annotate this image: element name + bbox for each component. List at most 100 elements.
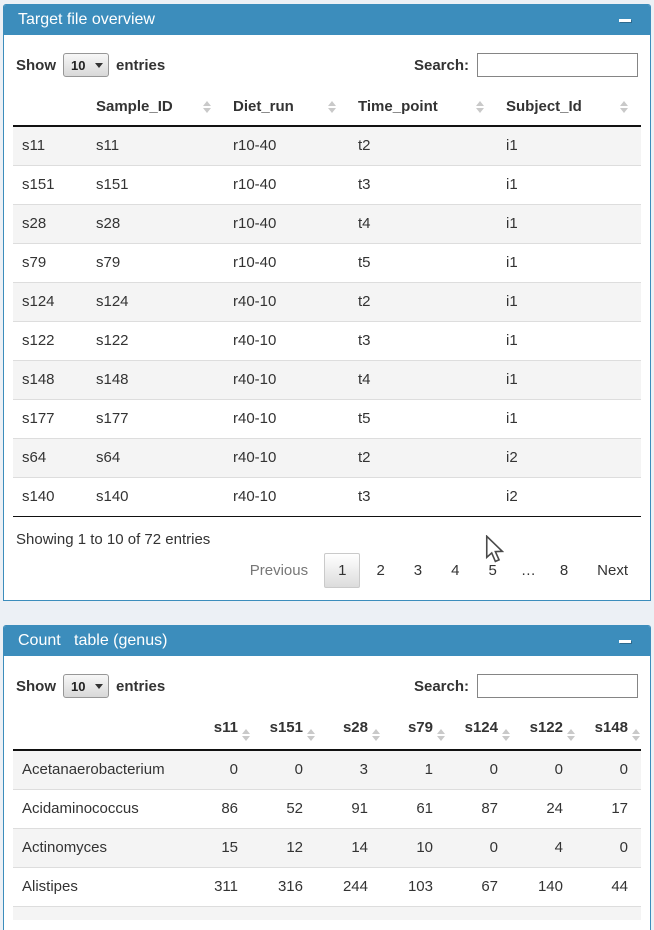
sort-icon [620, 101, 628, 113]
cell: t3 [349, 477, 497, 517]
row-name: s124 [13, 282, 87, 322]
page-button-5[interactable]: 5 [488, 562, 497, 579]
entries-label: entries [116, 677, 166, 695]
table-info: Showing 1 to 10 of 72 entries [16, 531, 211, 548]
page-button-8[interactable]: 8 [559, 562, 569, 579]
target-box-header: Target file overview [4, 5, 650, 35]
table-row: s140 s140 r40-10 t3 i2 [13, 477, 641, 517]
column-header-s79[interactable]: s79 [381, 710, 446, 751]
cell: i1 [497, 321, 641, 361]
app-page: { "accent_color": "#3c8dbc", "page_backg… [0, 4, 654, 930]
cell: s64 [87, 438, 224, 478]
cell: 140 [511, 867, 576, 906]
column-header-s122[interactable]: s122 [511, 710, 576, 751]
target-box-body: Show 10 entries Search: Sample_ID Diet_ru… [4, 35, 650, 600]
page-length-control: Show 10 entries [16, 53, 165, 77]
sort-icon [437, 729, 445, 741]
cell: 244 [316, 867, 381, 906]
page-button-1[interactable]: 1 [324, 553, 361, 588]
column-header-s151[interactable]: s151 [251, 710, 316, 751]
row-name: s148 [13, 360, 87, 400]
row-name: s177 [13, 399, 87, 439]
table-row: s148 s148 r40-10 t4 i1 [13, 360, 641, 400]
cell: r40-10 [224, 477, 349, 517]
target-file-overview-box: Target file overview Show 10 entries Sea… [3, 4, 651, 601]
row-name: Acidaminococcus [13, 789, 186, 829]
datatable-controls: Show 10 entries Search: [16, 674, 638, 698]
cell: t3 [349, 165, 497, 205]
count-table-box: Count table (genus) Show 10 entries Sear… [3, 625, 651, 930]
collapse-button[interactable] [614, 632, 636, 650]
cell: t2 [358, 137, 371, 154]
cell: 4 [511, 828, 576, 868]
sort-icon [567, 729, 575, 741]
table-row: Acidaminococcus 86 52 91 61 87 24 17 [13, 789, 641, 829]
cell: 0 [446, 828, 511, 868]
cell: 87 [446, 789, 511, 829]
previous-button[interactable]: Previous [249, 562, 309, 579]
column-header-Sample_ID[interactable]: Sample_ID [87, 89, 224, 127]
cell: i1 [497, 165, 641, 205]
column-header-Diet_run[interactable]: Diet_run [224, 89, 349, 127]
column-header-Subject_Id[interactable]: Subject_Id [497, 89, 641, 127]
row-name: s28 [13, 204, 87, 244]
count-table: s11 s151 s28 s79 s124 s122 s148 Acetanaerobact… [13, 710, 641, 906]
cell: 0 [619, 761, 628, 778]
column-header-Time_point[interactable]: Time_point [349, 89, 497, 127]
show-label: Show [16, 56, 56, 74]
column-header-s148[interactable]: s148 [576, 710, 641, 751]
cell: s151 [87, 165, 224, 205]
cell: t5 [349, 243, 497, 283]
cell: s177 [87, 399, 224, 439]
search-input[interactable] [477, 674, 638, 698]
pagination-ellipsis: … [520, 562, 536, 579]
entries-label: entries [116, 56, 166, 74]
cell: 0 [554, 761, 563, 778]
column-header-s11[interactable]: s11 [186, 710, 251, 751]
clipped-table-row [13, 906, 641, 920]
row-name: Actinomyces [13, 828, 186, 868]
cell: r10-40 [224, 204, 349, 244]
cell: i1 [497, 243, 641, 283]
page-length-select[interactable]: 10 [63, 674, 109, 698]
table-row: s151 s151 r10-40 t3 i1 [13, 165, 641, 205]
cell: t5 [349, 399, 497, 439]
sort-icon [502, 729, 510, 741]
cell: 103 [381, 867, 446, 906]
cell: i1 [497, 204, 641, 244]
column-header-s124[interactable]: s124 [446, 710, 511, 751]
sort-icon [372, 729, 380, 741]
count-box-body: Show 10 entries Search: s11 s151 s28 s79 s12… [4, 656, 650, 930]
count-box-title: Count table (genus) [18, 632, 168, 649]
search-label: Search: [413, 56, 469, 74]
page-button-2[interactable]: 2 [376, 562, 385, 579]
target-table: Sample_ID Diet_run Time_point Subject_Id s1… [13, 89, 641, 517]
cell: s11 [96, 137, 120, 154]
column-label: Subject_Id [506, 98, 582, 115]
table-row: s11 s11 r10-40 t2 i1 [13, 126, 641, 166]
page-length-select[interactable]: 10 [63, 53, 109, 77]
cell: 0 [294, 761, 303, 778]
page-button-4[interactable]: 4 [451, 562, 460, 579]
cell: 17 [576, 789, 641, 829]
cell: 14 [316, 828, 381, 868]
row-name: s64 [13, 438, 87, 478]
collapse-button[interactable] [614, 11, 636, 29]
column-label: s11 [213, 719, 238, 736]
cell: 10 [381, 828, 446, 868]
next-button[interactable]: Next [597, 562, 628, 579]
sort-icon [476, 101, 484, 113]
page-button-3[interactable]: 3 [413, 562, 423, 579]
table-row: s124 s124 r40-10 t2 i1 [13, 282, 641, 322]
cell: s148 [87, 360, 224, 400]
row-name: s151 [13, 165, 87, 205]
show-label: Show [16, 677, 56, 695]
cell: s122 [87, 321, 224, 361]
table-row: s79 s79 r10-40 t5 i1 [13, 243, 641, 283]
cell: t4 [349, 360, 497, 400]
table-row: s122 s122 r40-10 t3 i1 [13, 321, 641, 361]
column-header-s28[interactable]: s28 [316, 710, 381, 751]
column-label: s148 [594, 719, 628, 736]
cell: 316 [251, 867, 316, 906]
search-input[interactable] [477, 53, 638, 77]
